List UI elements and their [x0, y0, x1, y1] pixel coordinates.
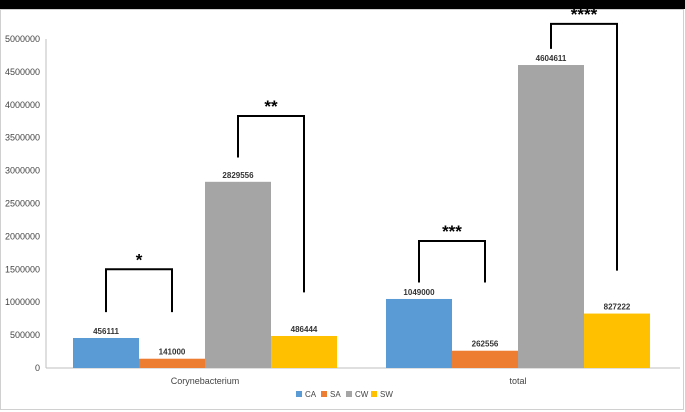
significance-stars: ****	[571, 5, 598, 24]
legend-label: SW	[380, 390, 393, 399]
y-tick-label: 4500000	[5, 67, 40, 77]
significance-stars: ***	[442, 222, 462, 241]
data-label: 456111	[93, 327, 119, 336]
x-category-label: Corynebacterium	[171, 376, 240, 386]
legend-swatch-ca	[296, 391, 302, 397]
x-category-label: total	[509, 376, 526, 386]
y-tick-label: 0	[35, 363, 40, 373]
data-label: 4604611	[536, 54, 567, 63]
y-tick-label: 4000000	[5, 100, 40, 110]
data-label: 2829556	[222, 171, 254, 180]
data-label: 486444	[291, 325, 318, 334]
data-label: 827222	[604, 303, 631, 312]
legend-swatch-sa	[321, 391, 327, 397]
legend-label: SA	[330, 390, 341, 399]
bar-ca-1	[386, 298, 452, 368]
significance-stars: *	[136, 250, 143, 269]
y-tick-label: 2000000	[5, 231, 40, 241]
y-tick-label: 5000000	[5, 34, 40, 44]
bar-ca-0	[73, 337, 139, 368]
legend-swatch-sw	[371, 391, 377, 397]
bar-sw-1	[584, 313, 650, 368]
legend-label: CA	[305, 390, 317, 399]
top-black-bar	[0, 0, 685, 9]
data-label: 1049000	[403, 288, 435, 297]
legend-label: CW	[355, 390, 369, 399]
significance-bracket	[418, 240, 486, 283]
bar-sa-1	[452, 350, 518, 368]
y-tick-label: 2500000	[5, 199, 40, 209]
bar-sw-0	[271, 335, 337, 368]
data-label: 141000	[159, 348, 186, 357]
y-tick-label: 1500000	[5, 264, 40, 274]
bar-cw-0	[205, 181, 271, 368]
bar-sa-0	[139, 358, 205, 368]
significance-stars: **	[264, 97, 278, 116]
y-tick-label: 3000000	[5, 166, 40, 176]
legend-swatch-cw	[346, 391, 352, 397]
bar-cw-1	[518, 65, 584, 368]
y-tick-label: 3500000	[5, 133, 40, 143]
y-tick-label: 1000000	[5, 297, 40, 307]
significance-bracket	[105, 268, 173, 313]
significance-bracket	[237, 114, 305, 293]
data-label: 262556	[472, 340, 499, 349]
y-tick-label: 500000	[10, 330, 40, 340]
chart-frame	[0, 9, 684, 410]
significance-bracket	[550, 22, 618, 271]
